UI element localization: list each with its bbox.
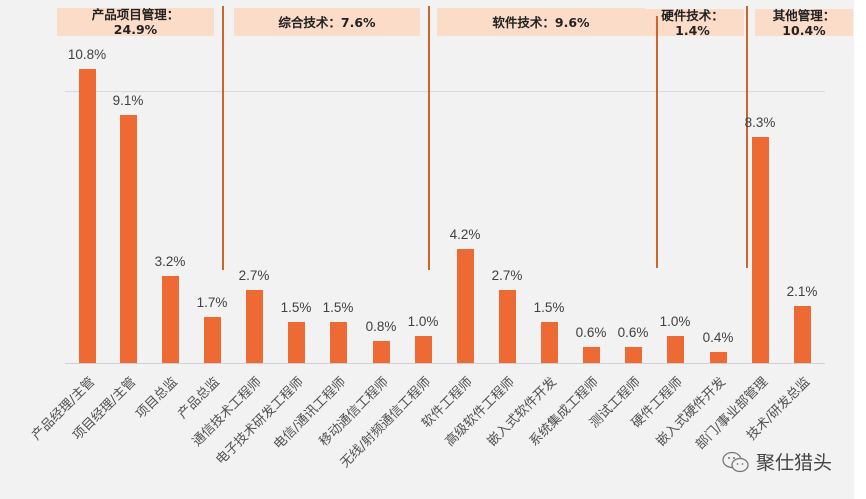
bar [203,316,221,363]
group-header: 产品项目管理： 24.9% [57,7,214,37]
bar [329,322,347,363]
data-label: 2.7% [238,267,270,283]
data-label: 4.2% [449,226,481,242]
bar [456,248,474,363]
bar [666,335,684,363]
data-label: 1.5% [322,300,354,316]
data-label: 2.7% [491,267,523,283]
data-label: 0.8% [365,319,397,335]
bar [78,69,96,363]
group-header: 软件技术：9.6% [437,8,645,36]
bar [372,341,390,363]
watermark: 聚仕猎头 [722,448,832,475]
data-label: 3.2% [154,253,186,269]
bar [709,352,727,363]
x-tick-label: 项目总监 [133,374,181,422]
group-divider [428,6,430,270]
bar [624,346,642,363]
group-header: 硬件技术： 1.4% [641,8,744,38]
group-divider [222,6,224,270]
data-label: 10.8% [67,47,107,63]
bar [793,305,811,363]
bar [245,289,263,363]
group-header: 其他管理： 10.4% [755,8,853,38]
bar [287,322,305,363]
bar [540,322,558,363]
data-label: 9.1% [112,93,144,109]
wechat-icon [722,451,750,473]
group-header: 综合技术：7.6% [234,8,420,36]
group-divider [746,6,748,268]
data-label: 0.6% [575,324,607,340]
bar [498,289,516,363]
bar [119,115,137,363]
data-label: 1.5% [533,300,565,316]
gridline [65,91,825,92]
x-axis-baseline [65,363,825,364]
data-label: 8.3% [744,115,776,131]
bar [582,346,600,363]
data-label: 1.0% [407,313,439,329]
right-margin [854,0,866,499]
bar [751,137,769,363]
bar [161,275,179,363]
bar [414,335,432,363]
data-label: 0.4% [702,330,734,346]
data-label: 0.6% [617,324,649,340]
data-label: 1.0% [659,313,691,329]
data-label: 2.1% [786,283,818,299]
group-divider [656,16,658,268]
data-label: 1.7% [196,294,228,310]
data-label: 1.5% [280,300,312,316]
watermark-text: 聚仕猎头 [756,452,833,474]
